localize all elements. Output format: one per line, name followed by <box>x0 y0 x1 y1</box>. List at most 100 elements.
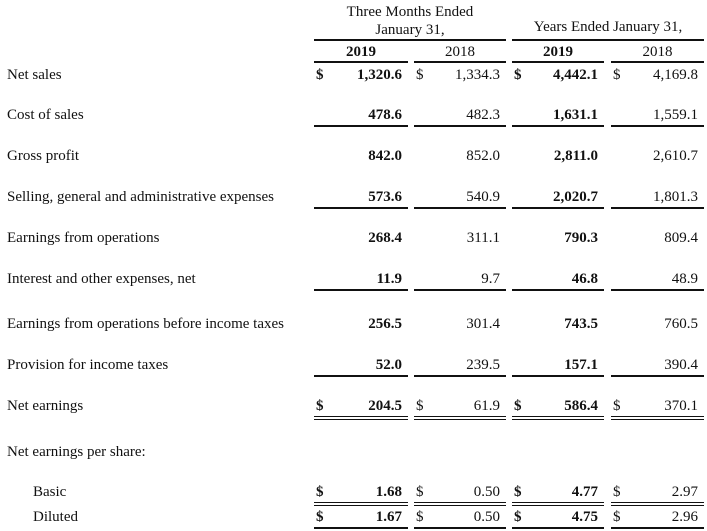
cell-value: 1,801.3 <box>653 189 698 205</box>
double-underline-rule <box>512 502 604 506</box>
underline-rule <box>414 289 506 291</box>
underline-rule <box>611 375 704 377</box>
cell-value: 573.6 <box>368 189 402 205</box>
cell-value: 9.7 <box>481 271 500 287</box>
column-year-header: 2019 <box>346 44 376 60</box>
underline-rule <box>512 207 604 209</box>
header-rule <box>611 61 704 63</box>
cell-value: 790.3 <box>564 230 598 246</box>
cell-value: 2.97 <box>671 484 698 500</box>
cell-value: 301.4 <box>466 316 500 332</box>
row-label: Provision for income taxes <box>7 357 169 373</box>
cell-value: 2.96 <box>671 509 698 525</box>
cell-value: 1.68 <box>375 484 402 500</box>
cell-value: 2,610.7 <box>653 148 698 164</box>
cell-value: 4,442.1 <box>553 67 598 83</box>
cell-value: 311.1 <box>466 230 500 246</box>
currency-symbol: $ <box>316 67 324 83</box>
cell-value: 239.5 <box>466 357 500 373</box>
double-underline-rule <box>314 416 408 420</box>
underline-rule <box>314 207 408 209</box>
cell-value: 2,020.7 <box>553 189 598 205</box>
row-label: Net sales <box>7 67 62 83</box>
currency-symbol: $ <box>316 398 324 414</box>
cell-value: 268.4 <box>368 230 402 246</box>
cell-value: 482.3 <box>466 107 500 123</box>
cell-value: 0.50 <box>473 484 500 500</box>
cell-value: 4.77 <box>571 484 598 500</box>
cell-value: 478.6 <box>368 107 402 123</box>
cell-value: 1,631.1 <box>553 107 598 123</box>
header-rule <box>512 61 604 63</box>
currency-symbol: $ <box>514 67 522 83</box>
currency-symbol: $ <box>613 398 621 414</box>
currency-symbol: $ <box>416 484 424 500</box>
underline-rule <box>512 527 604 529</box>
underline-rule <box>414 375 506 377</box>
underline-rule <box>611 527 704 529</box>
currency-symbol: $ <box>316 509 324 525</box>
currency-symbol: $ <box>613 484 621 500</box>
cell-value: 61.9 <box>473 398 500 414</box>
double-underline-rule <box>611 416 704 420</box>
underline-rule <box>512 289 604 291</box>
double-underline-rule <box>414 416 506 420</box>
cell-value: 256.5 <box>368 316 402 332</box>
underline-rule <box>611 289 704 291</box>
cell-value: 1,320.6 <box>357 67 402 83</box>
cell-value: 4.75 <box>571 509 598 525</box>
header-rule <box>314 39 506 41</box>
underline-rule <box>314 289 408 291</box>
double-underline-rule <box>314 502 408 506</box>
currency-symbol: $ <box>416 509 424 525</box>
currency-symbol: $ <box>514 509 522 525</box>
cell-value: 852.0 <box>466 148 500 164</box>
currency-symbol: $ <box>316 484 324 500</box>
cell-value: 743.5 <box>564 316 598 332</box>
cell-value: 1,559.1 <box>653 107 698 123</box>
cell-value: 204.5 <box>368 398 402 414</box>
cell-value: 11.9 <box>376 271 402 287</box>
cell-value: 540.9 <box>466 189 500 205</box>
column-year-header: 2018 <box>445 44 475 60</box>
header-rule <box>512 39 704 41</box>
cell-value: 390.4 <box>664 357 698 373</box>
column-year-header: 2018 <box>642 44 673 60</box>
underline-rule <box>414 125 506 127</box>
currency-symbol: $ <box>416 67 424 83</box>
row-label: Gross profit <box>7 148 80 164</box>
cell-value: 842.0 <box>368 148 402 164</box>
underline-rule <box>414 207 506 209</box>
row-label: Diluted <box>33 509 78 525</box>
underline-rule <box>512 125 604 127</box>
currency-symbol: $ <box>613 67 621 83</box>
underline-rule <box>314 125 408 127</box>
currency-symbol: $ <box>514 484 522 500</box>
three-months-header-line1: Three Months Ended <box>346 4 474 20</box>
cell-value: 760.5 <box>664 316 698 332</box>
row-label: Net earnings <box>7 398 84 414</box>
cell-value: 809.4 <box>664 230 698 246</box>
cell-value: 157.1 <box>564 357 598 373</box>
double-underline-rule <box>414 502 506 506</box>
currency-symbol: $ <box>613 509 621 525</box>
cell-value: 0.50 <box>473 509 500 525</box>
underline-rule <box>512 375 604 377</box>
header-rule <box>314 61 408 63</box>
cell-value: 48.9 <box>671 271 698 287</box>
row-label: Interest and other expenses, net <box>7 271 196 287</box>
row-label: Basic <box>33 484 67 500</box>
currency-symbol: $ <box>514 398 522 414</box>
three-months-header-line2: January 31, <box>375 22 445 38</box>
cell-value: 586.4 <box>564 398 598 414</box>
double-underline-rule <box>512 416 604 420</box>
underline-rule <box>611 125 704 127</box>
cell-value: 1,334.3 <box>455 67 500 83</box>
row-label: Net earnings per share: <box>7 444 146 460</box>
years-header: Years Ended January 31, <box>533 19 683 35</box>
underline-rule <box>314 527 408 529</box>
cell-value: 46.8 <box>571 271 598 287</box>
column-year-header: 2019 <box>543 44 573 60</box>
header-rule <box>414 61 506 63</box>
underline-rule <box>414 527 506 529</box>
